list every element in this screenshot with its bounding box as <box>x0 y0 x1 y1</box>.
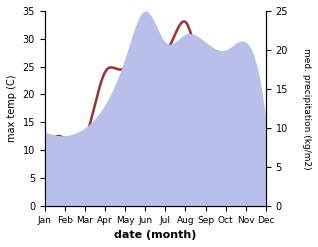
Y-axis label: med. precipitation (kg/m2): med. precipitation (kg/m2) <box>302 48 311 169</box>
Y-axis label: max temp (C): max temp (C) <box>7 75 17 142</box>
X-axis label: date (month): date (month) <box>114 230 197 240</box>
